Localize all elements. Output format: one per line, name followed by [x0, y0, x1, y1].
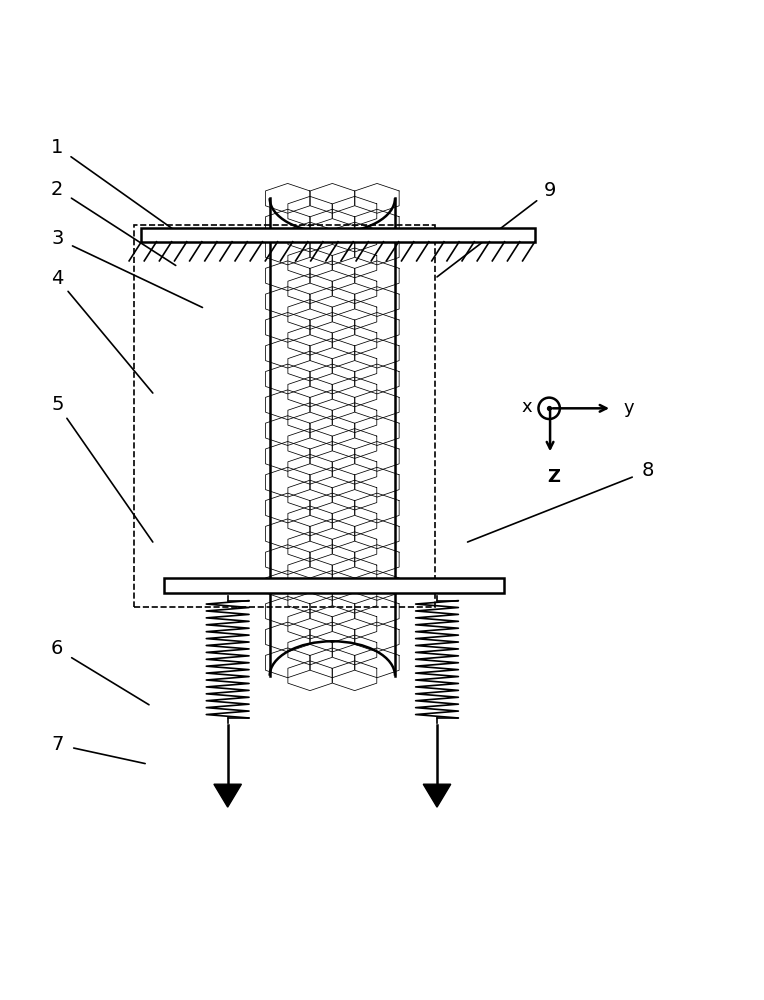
Text: 5: 5: [51, 395, 63, 414]
Text: 4: 4: [51, 269, 63, 288]
Bar: [164, 578, 504, 593]
Text: 7: 7: [51, 735, 63, 754]
Text: Z: Z: [548, 468, 560, 486]
Text: 3: 3: [51, 229, 63, 248]
Polygon shape: [214, 784, 241, 807]
Bar: [134, 225, 435, 607]
Text: 2: 2: [51, 180, 63, 199]
Text: x: x: [522, 398, 533, 416]
Text: 8: 8: [642, 461, 654, 480]
Text: 6: 6: [51, 639, 63, 658]
Text: y: y: [623, 399, 634, 417]
Polygon shape: [423, 784, 451, 807]
Text: 9: 9: [544, 181, 556, 200]
Bar: [141, 228, 535, 242]
Text: 1: 1: [51, 138, 63, 157]
